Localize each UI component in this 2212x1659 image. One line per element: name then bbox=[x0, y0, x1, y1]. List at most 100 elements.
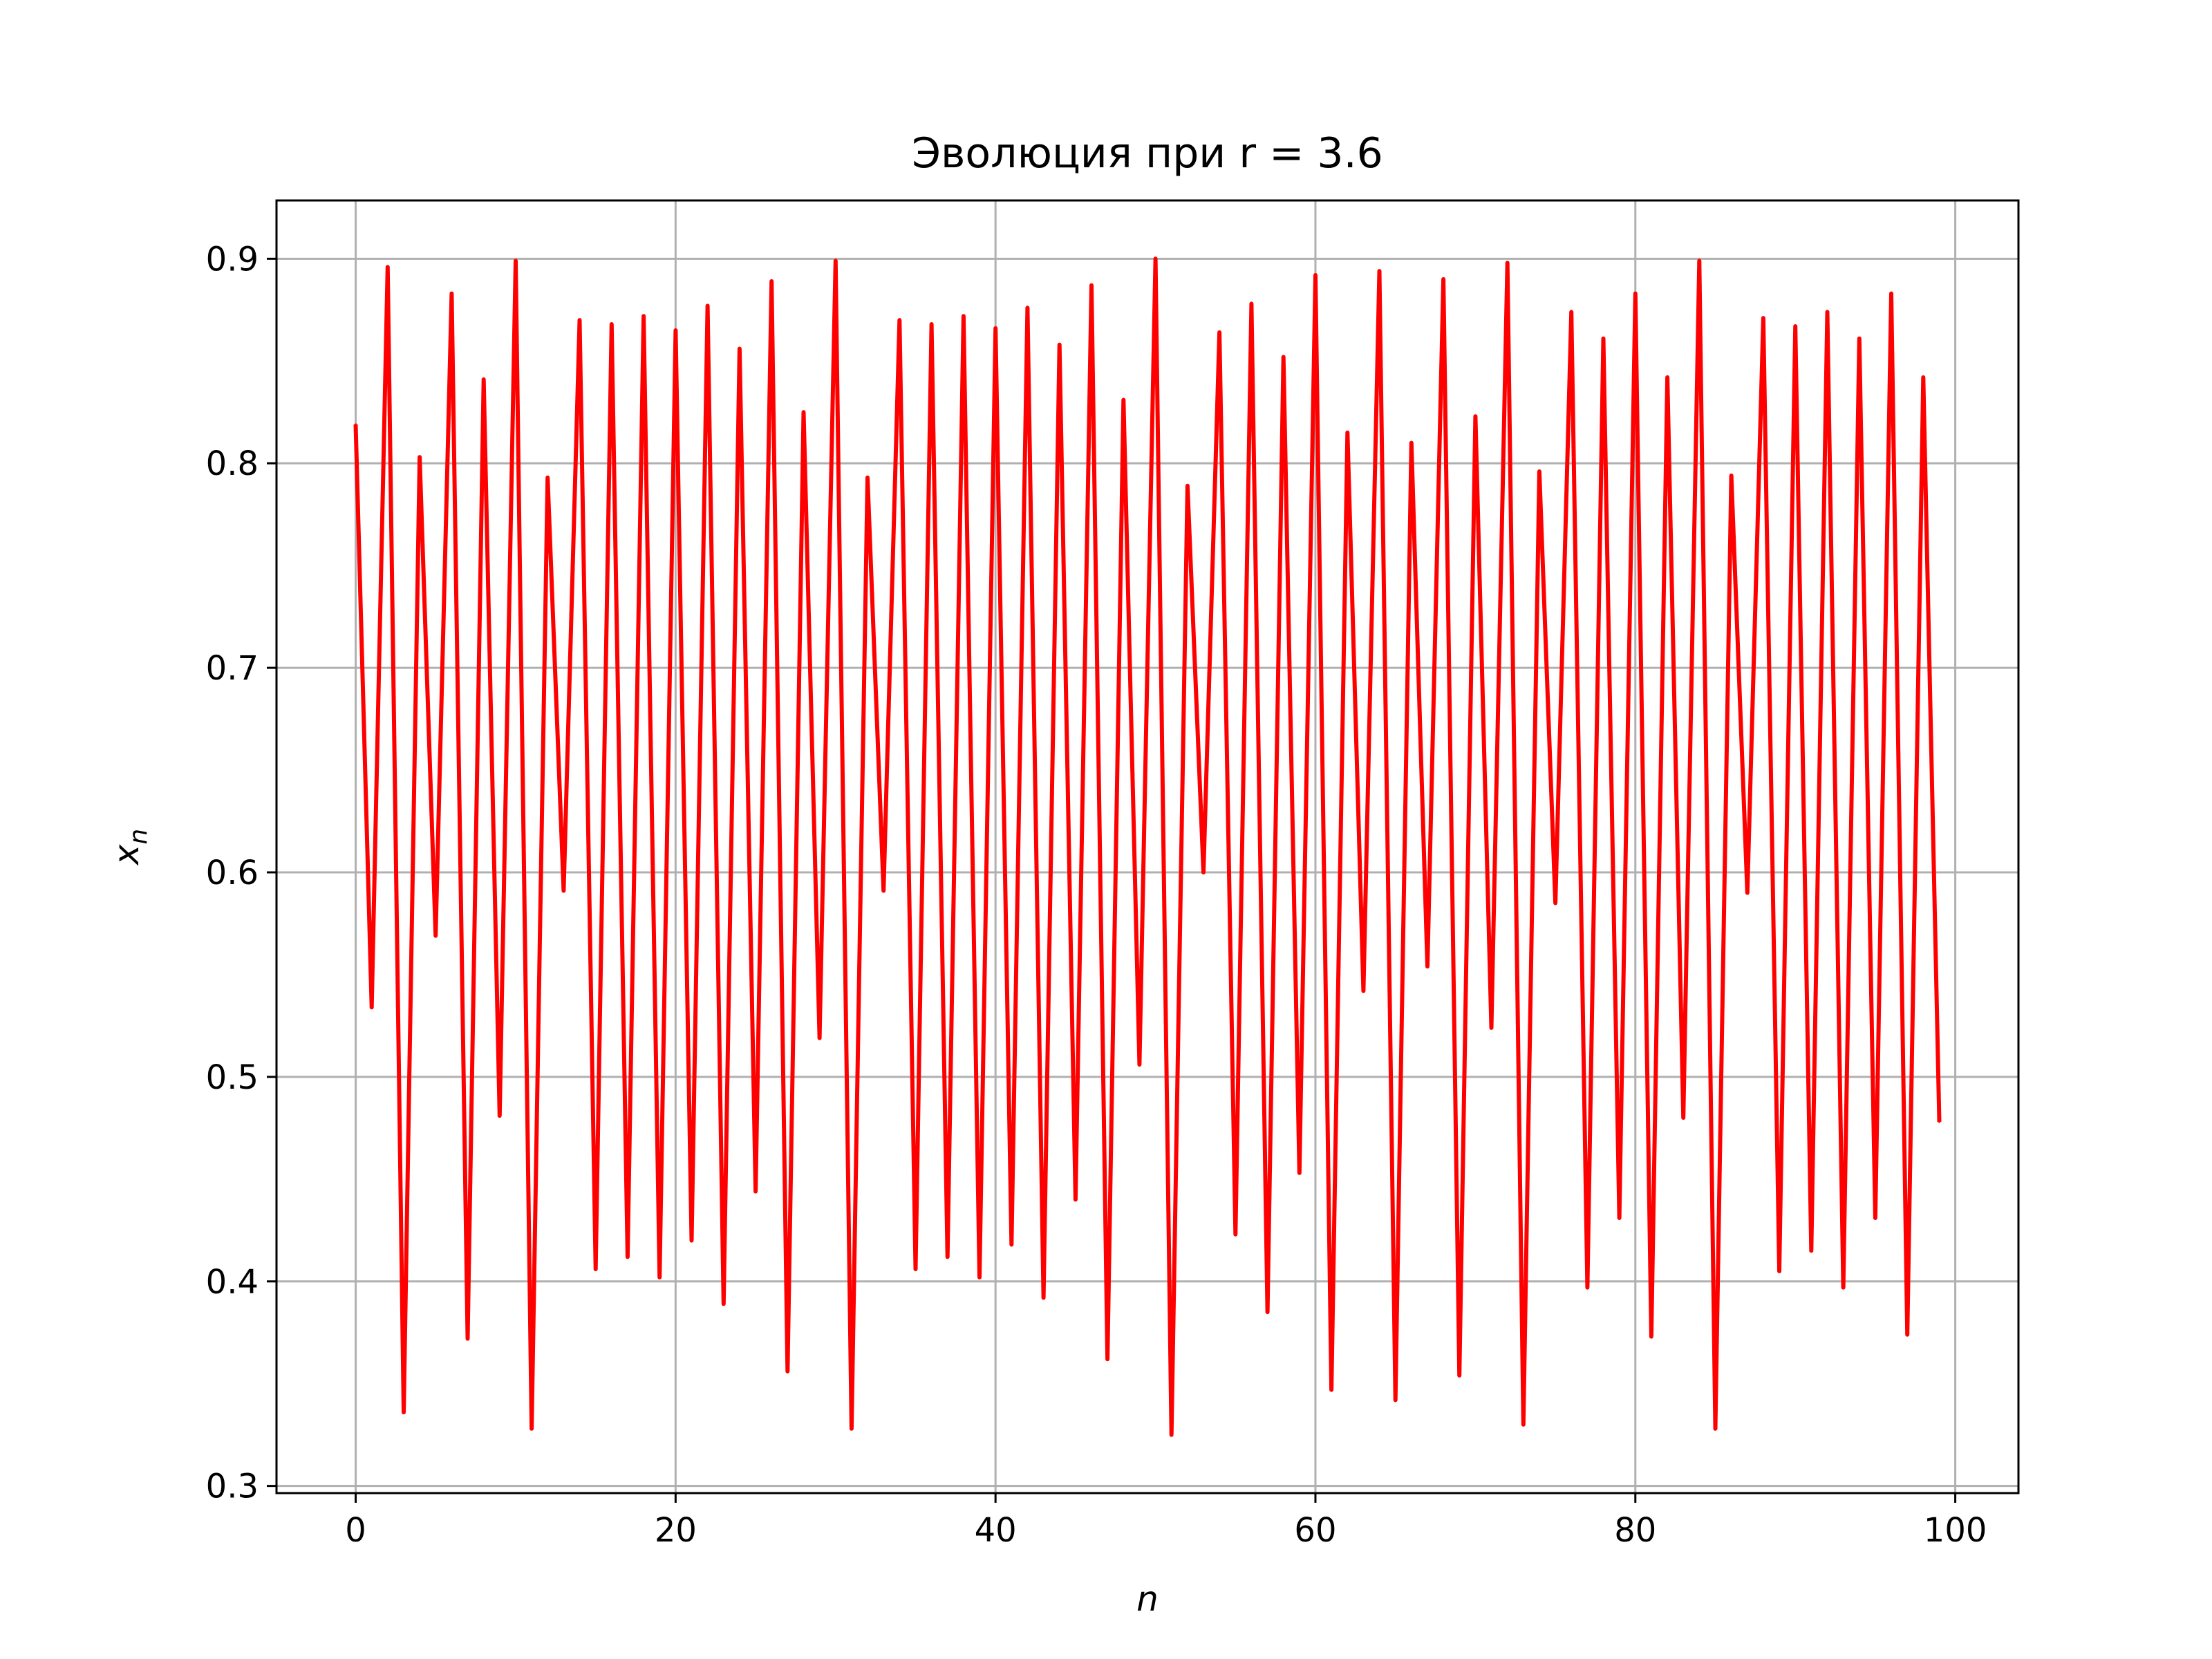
data-point bbox=[1602, 337, 1604, 340]
plot-frame bbox=[275, 199, 2020, 1494]
x-tick-label: 0 bbox=[345, 1511, 366, 1550]
data-point bbox=[1170, 1434, 1173, 1436]
data-point bbox=[834, 259, 837, 262]
data-point bbox=[706, 304, 709, 307]
data-point bbox=[434, 935, 437, 937]
data-point bbox=[1858, 337, 1861, 340]
data-point bbox=[546, 476, 549, 479]
data-point bbox=[1522, 1423, 1525, 1426]
y-axis-label-subscript: n bbox=[124, 829, 153, 845]
data-point bbox=[1138, 1063, 1141, 1066]
data-point bbox=[978, 1276, 981, 1279]
data-point bbox=[1282, 355, 1285, 358]
data-point bbox=[1074, 1198, 1077, 1201]
data-point bbox=[1426, 965, 1429, 968]
ticks: 0 20 40 60 80 100 0.3 0.4 0.5 0.6 0.7 0.8 0.9 bbox=[206, 240, 1987, 1550]
data-point bbox=[770, 280, 773, 283]
data-point bbox=[371, 1006, 373, 1009]
x-tick-label: 100 bbox=[1924, 1511, 1987, 1550]
data-point bbox=[355, 423, 357, 426]
y-axis-label: xn bbox=[106, 829, 153, 866]
y-tick-label: 0.4 bbox=[206, 1263, 259, 1302]
series-line bbox=[353, 256, 1942, 1437]
data-point bbox=[674, 329, 677, 332]
data-point bbox=[514, 259, 517, 262]
data-point bbox=[1682, 1116, 1685, 1119]
data-point bbox=[1794, 325, 1797, 328]
data-point bbox=[1106, 1358, 1109, 1360]
data-point bbox=[1874, 1217, 1877, 1219]
data-point bbox=[562, 890, 565, 892]
data-point bbox=[1922, 376, 1924, 379]
x-tick-label: 80 bbox=[1614, 1511, 1656, 1550]
data-point bbox=[1378, 270, 1380, 272]
data-point bbox=[658, 1276, 661, 1279]
data-point bbox=[579, 319, 581, 321]
data-point bbox=[1218, 331, 1221, 334]
data-point bbox=[1890, 292, 1893, 295]
data-point bbox=[1762, 317, 1765, 319]
data-point bbox=[418, 456, 421, 458]
data-point bbox=[1266, 1311, 1269, 1313]
y-tick-label: 0.9 bbox=[206, 240, 259, 279]
data-point bbox=[1490, 1027, 1492, 1029]
data-point bbox=[1026, 306, 1029, 309]
data-point bbox=[1634, 292, 1637, 295]
y-tick-label: 0.6 bbox=[206, 854, 259, 892]
data-point bbox=[1714, 1427, 1716, 1430]
y-tick-label: 0.3 bbox=[206, 1468, 259, 1506]
data-point bbox=[786, 1370, 789, 1373]
data-point bbox=[1202, 871, 1205, 874]
data-point bbox=[1410, 442, 1413, 444]
data-point bbox=[1666, 376, 1669, 379]
data-point bbox=[594, 1268, 597, 1271]
data-point bbox=[1458, 1374, 1461, 1377]
data-point bbox=[1554, 901, 1557, 904]
data-point bbox=[1842, 1286, 1845, 1289]
y-tick-label: 0.8 bbox=[206, 444, 259, 483]
data-point bbox=[467, 1338, 469, 1340]
data-point bbox=[1154, 257, 1157, 260]
series-layer bbox=[353, 256, 1942, 1437]
data-point bbox=[722, 1302, 725, 1305]
y-axis-label-base: x bbox=[106, 844, 147, 866]
data-point bbox=[450, 292, 453, 295]
data-point bbox=[626, 1255, 629, 1258]
data-point bbox=[850, 1427, 853, 1430]
data-point bbox=[1746, 892, 1749, 894]
data-point bbox=[803, 411, 805, 413]
data-point bbox=[386, 265, 389, 268]
data-point bbox=[1234, 1233, 1237, 1236]
data-point bbox=[482, 378, 485, 381]
data-point bbox=[1298, 1172, 1301, 1174]
y-tick-label: 0.7 bbox=[206, 649, 259, 688]
data-point bbox=[818, 1037, 821, 1040]
x-tick-label: 20 bbox=[655, 1511, 697, 1550]
data-point bbox=[1090, 284, 1093, 287]
data-point bbox=[882, 890, 885, 892]
data-point bbox=[1778, 1270, 1781, 1273]
x-axis-label: n bbox=[1136, 1579, 1159, 1619]
data-point bbox=[1906, 1333, 1909, 1336]
data-point bbox=[1010, 1244, 1013, 1246]
data-point bbox=[498, 1114, 501, 1117]
data-point bbox=[1394, 1398, 1397, 1401]
data-point bbox=[754, 1190, 757, 1193]
data-point bbox=[610, 323, 613, 326]
data-point bbox=[1122, 399, 1125, 401]
data-point bbox=[1570, 310, 1573, 313]
data-point bbox=[930, 323, 933, 326]
data-point bbox=[738, 348, 741, 350]
data-point bbox=[898, 319, 901, 321]
data-point bbox=[1346, 431, 1349, 434]
x-tick-label: 40 bbox=[975, 1511, 1017, 1550]
data-point bbox=[642, 315, 645, 317]
data-point bbox=[994, 327, 997, 330]
data-point bbox=[1538, 470, 1541, 473]
data-point bbox=[1442, 278, 1445, 281]
data-point bbox=[1250, 302, 1253, 305]
data-point bbox=[1586, 1286, 1588, 1289]
data-point bbox=[402, 1411, 405, 1414]
data-point bbox=[962, 315, 965, 317]
